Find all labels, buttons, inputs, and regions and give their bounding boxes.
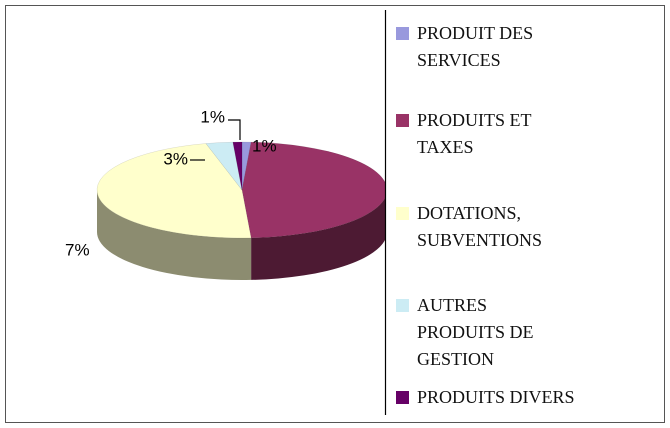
pie-side — [97, 190, 252, 280]
pie-slice — [96, 143, 252, 239]
pie-slice — [241, 141, 252, 191]
pie-side — [251, 195, 386, 280]
legend-swatch — [396, 391, 409, 404]
annotation: 7% — [65, 240, 90, 259]
legend-item: PRODUITS ET TAXES — [396, 107, 532, 161]
data-label: 1% — [200, 107, 225, 126]
pie — [96, 141, 386, 280]
pie-slice — [205, 141, 243, 191]
legend-label: DOTATIONS, SUBVENTIONS — [417, 203, 543, 250]
legend-swatch — [396, 299, 409, 312]
frame — [5, 5, 665, 423]
leader-line — [228, 119, 241, 140]
data-label: 3% — [163, 149, 188, 168]
legend-label: PRODUITS ET TAXES — [417, 110, 532, 157]
data-label: 1% — [252, 136, 277, 155]
legend-swatch — [396, 27, 409, 40]
legend-label: PRODUIT DES SERVICES — [417, 23, 534, 70]
legend-item: PRODUITS DIVERS — [396, 384, 575, 411]
pie-slice — [241, 141, 386, 239]
legend-swatch — [396, 114, 409, 127]
legend-swatch — [396, 207, 409, 220]
legend-item: DOTATIONS, SUBVENTIONS — [396, 200, 542, 254]
legend-label: PRODUITS DIVERS — [417, 387, 575, 407]
legend-label: AUTRES PRODUITS DE GESTION — [417, 295, 534, 369]
labels: 1% 3% 1% 7% — [65, 107, 277, 259]
legend-item: PRODUIT DES SERVICES — [396, 20, 533, 74]
legend-item: AUTRES PRODUITS DE GESTION — [396, 292, 534, 373]
pie-slice — [232, 141, 243, 191]
